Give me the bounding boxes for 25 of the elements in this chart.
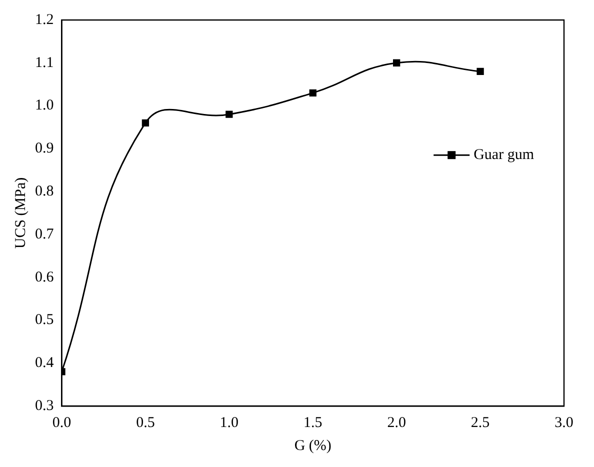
point (309, 89, 316, 96)
y-tick-label: 0.8 (35, 183, 54, 200)
y-tick-label: 0.7 (35, 226, 54, 242)
y-tick-label: 1.0 (35, 98, 54, 114)
point (226, 110, 233, 118)
y-tick-label: 0.9 (35, 140, 54, 157)
x-tick-label: 2.0 (387, 414, 406, 431)
y-tick-label: 1.1 (35, 54, 54, 71)
x-tick-label: 0.0 (52, 414, 72, 431)
y-tick-label: 0.3 (35, 398, 54, 414)
x-tick-label: 1.0 (220, 414, 239, 431)
y-tick-label: 1.2 (35, 12, 54, 28)
x-tick-label: 1.5 (304, 414, 322, 431)
legend-label: Guar gum (474, 147, 534, 164)
x-axis-title: G (%) (294, 438, 332, 454)
y-tick-label: 0.4 (35, 355, 54, 372)
x-tick-label: 3.0 (554, 414, 574, 431)
y-tick-label: 0.5 (35, 312, 54, 328)
point (393, 59, 400, 66)
point (142, 119, 150, 127)
x-tick-label: 0.5 (136, 414, 155, 431)
y-tick-label: 0.6 (35, 269, 54, 286)
y-axis-title: UCS (MPa) (12, 177, 29, 249)
x-tick-label: 2.5 (470, 414, 490, 431)
point (476, 68, 484, 76)
